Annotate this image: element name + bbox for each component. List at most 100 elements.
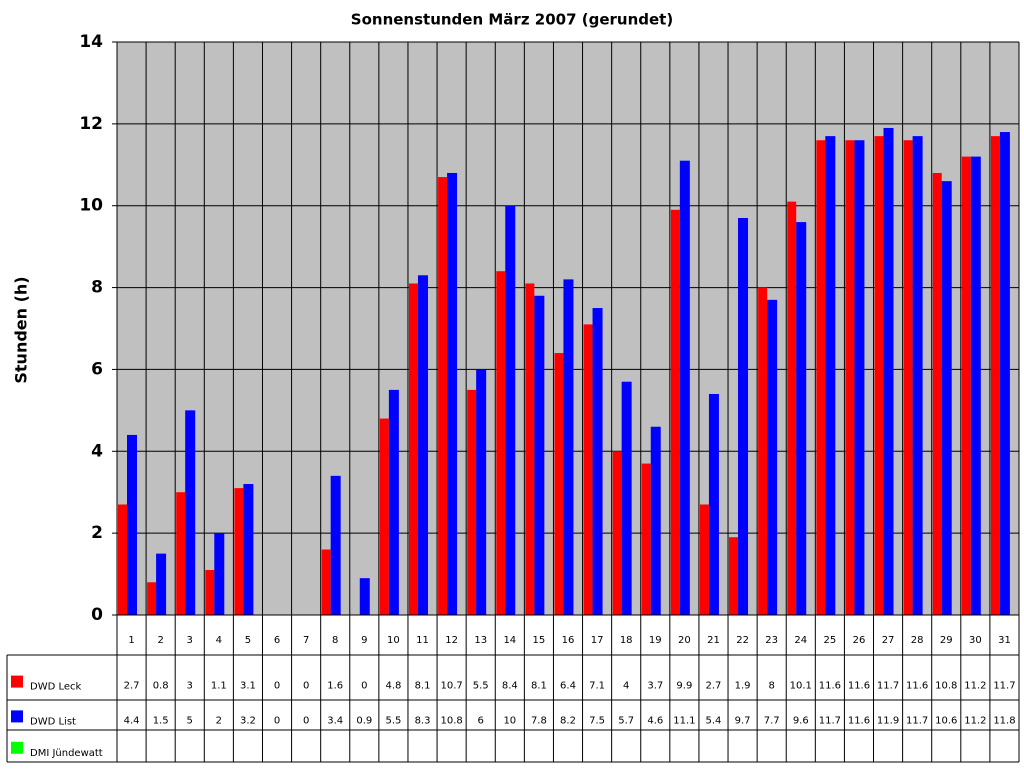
x-tick-label: 8 xyxy=(332,635,338,646)
bar xyxy=(214,533,225,615)
data-table-value: 9.6 xyxy=(793,715,809,726)
x-tick-label: 16 xyxy=(562,635,575,646)
x-tick-label: 19 xyxy=(649,635,662,646)
x-tick-label: 24 xyxy=(794,635,807,646)
bar xyxy=(408,283,418,615)
bar xyxy=(990,136,1000,615)
bar xyxy=(699,504,709,615)
legend-swatch xyxy=(11,675,23,688)
x-tick-label: 25 xyxy=(824,635,837,646)
data-table-value: 7.7 xyxy=(764,715,780,726)
bar xyxy=(118,504,127,615)
data-table-value: 11.6 xyxy=(906,681,928,692)
bar xyxy=(758,287,768,615)
data-table-value: 8.1 xyxy=(415,681,431,692)
bar xyxy=(612,451,622,615)
chart-title: Sonnenstunden März 2007 (gerundet) xyxy=(351,11,673,29)
x-tick-label: 10 xyxy=(387,635,400,646)
legend-swatch xyxy=(11,741,23,754)
data-table-value: 8.2 xyxy=(560,715,576,726)
data-table-value: 10.1 xyxy=(790,681,812,692)
data-table-value: 8.3 xyxy=(415,715,431,726)
data-table-value: 9.9 xyxy=(676,681,692,692)
x-tick-label: 17 xyxy=(591,635,604,646)
legend-label: DWD Leck xyxy=(30,682,82,693)
legend-label: DMI Jündewatt xyxy=(30,748,103,759)
x-tick-label: 1 xyxy=(128,635,134,646)
data-table-value: 10.7 xyxy=(440,681,462,692)
data-table-value: 10 xyxy=(503,715,516,726)
data-table-value: 8.1 xyxy=(531,681,547,692)
data-table-value: 1.9 xyxy=(735,681,751,692)
data-table-value: 10.8 xyxy=(935,681,957,692)
data-table-value: 11.2 xyxy=(964,715,986,726)
bar xyxy=(388,389,399,615)
bar xyxy=(825,136,836,615)
y-tick-label: 14 xyxy=(79,32,103,52)
data-table-value: 0 xyxy=(274,681,280,692)
y-tick-label: 2 xyxy=(91,523,103,543)
bar xyxy=(845,140,855,615)
data-table-value: 5.4 xyxy=(706,715,722,726)
bar xyxy=(205,569,215,615)
data-table-value: 6 xyxy=(478,715,484,726)
bar xyxy=(476,369,487,615)
bar xyxy=(787,201,797,615)
x-tick-label: 29 xyxy=(940,635,953,646)
data-table-value: 8.4 xyxy=(502,681,518,692)
bar xyxy=(496,271,506,615)
bar xyxy=(438,177,448,616)
bar xyxy=(961,156,971,615)
bar xyxy=(932,172,942,615)
data-table-value: 5.7 xyxy=(618,715,634,726)
bar xyxy=(505,205,516,615)
y-tick-label: 6 xyxy=(91,359,103,379)
bar xyxy=(941,181,952,615)
data-table-value: 0 xyxy=(361,681,367,692)
data-table-value: 7.8 xyxy=(531,715,547,726)
bar xyxy=(467,389,477,615)
x-tick-label: 18 xyxy=(620,635,633,646)
data-table-value: 1.1 xyxy=(211,681,227,692)
data-table-value: 0 xyxy=(274,715,280,726)
data-table-value: 0.9 xyxy=(356,715,372,726)
y-tick-label: 4 xyxy=(91,441,103,461)
x-tick-label: 20 xyxy=(678,635,691,646)
x-tick-label: 13 xyxy=(474,635,487,646)
data-table-value: 5 xyxy=(187,715,193,726)
data-table-value: 7.5 xyxy=(589,715,605,726)
x-tick-label: 30 xyxy=(969,635,982,646)
x-tick-label: 27 xyxy=(882,635,895,646)
bar xyxy=(554,353,564,615)
bar xyxy=(243,484,254,615)
data-table-value: 4.6 xyxy=(647,715,663,726)
x-tick-label: 28 xyxy=(911,635,924,646)
bar xyxy=(176,492,186,615)
data-table-value: 11.2 xyxy=(964,681,986,692)
bar xyxy=(525,283,535,615)
data-table-value: 4.8 xyxy=(385,681,401,692)
data-table-value: 4 xyxy=(623,681,629,692)
data-table-value: 11.7 xyxy=(906,715,928,726)
x-tick-label: 7 xyxy=(303,635,309,646)
bar xyxy=(729,537,739,615)
bar xyxy=(999,132,1010,616)
data-table-value: 11.6 xyxy=(819,681,841,692)
bar xyxy=(447,172,458,615)
bar xyxy=(903,140,913,615)
bar xyxy=(563,279,574,615)
y-tick-label: 0 xyxy=(91,605,103,625)
x-tick-label: 5 xyxy=(245,635,251,646)
x-tick-label: 23 xyxy=(765,635,778,646)
x-tick-label: 2 xyxy=(157,635,163,646)
bar xyxy=(330,475,341,615)
data-table-value: 0 xyxy=(303,715,309,726)
bar xyxy=(534,295,545,615)
x-tick-label: 12 xyxy=(445,635,458,646)
bar xyxy=(874,136,884,615)
data-table-value: 3.2 xyxy=(240,715,256,726)
data-table-value: 6.4 xyxy=(560,681,576,692)
bar xyxy=(679,160,690,615)
data-table-value: 5.5 xyxy=(385,715,401,726)
